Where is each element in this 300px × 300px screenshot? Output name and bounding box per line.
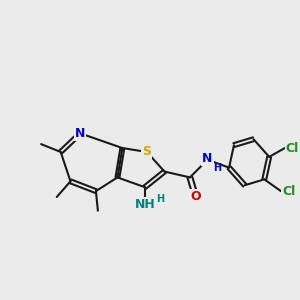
- Text: S: S: [142, 146, 151, 158]
- Text: H: H: [157, 194, 165, 204]
- Text: NH: NH: [134, 198, 155, 211]
- Text: O: O: [190, 190, 201, 203]
- Text: H: H: [213, 163, 221, 172]
- Text: Cl: Cl: [286, 142, 299, 154]
- Text: Cl: Cl: [282, 184, 295, 198]
- Text: N: N: [202, 152, 213, 165]
- Text: N: N: [75, 127, 86, 140]
